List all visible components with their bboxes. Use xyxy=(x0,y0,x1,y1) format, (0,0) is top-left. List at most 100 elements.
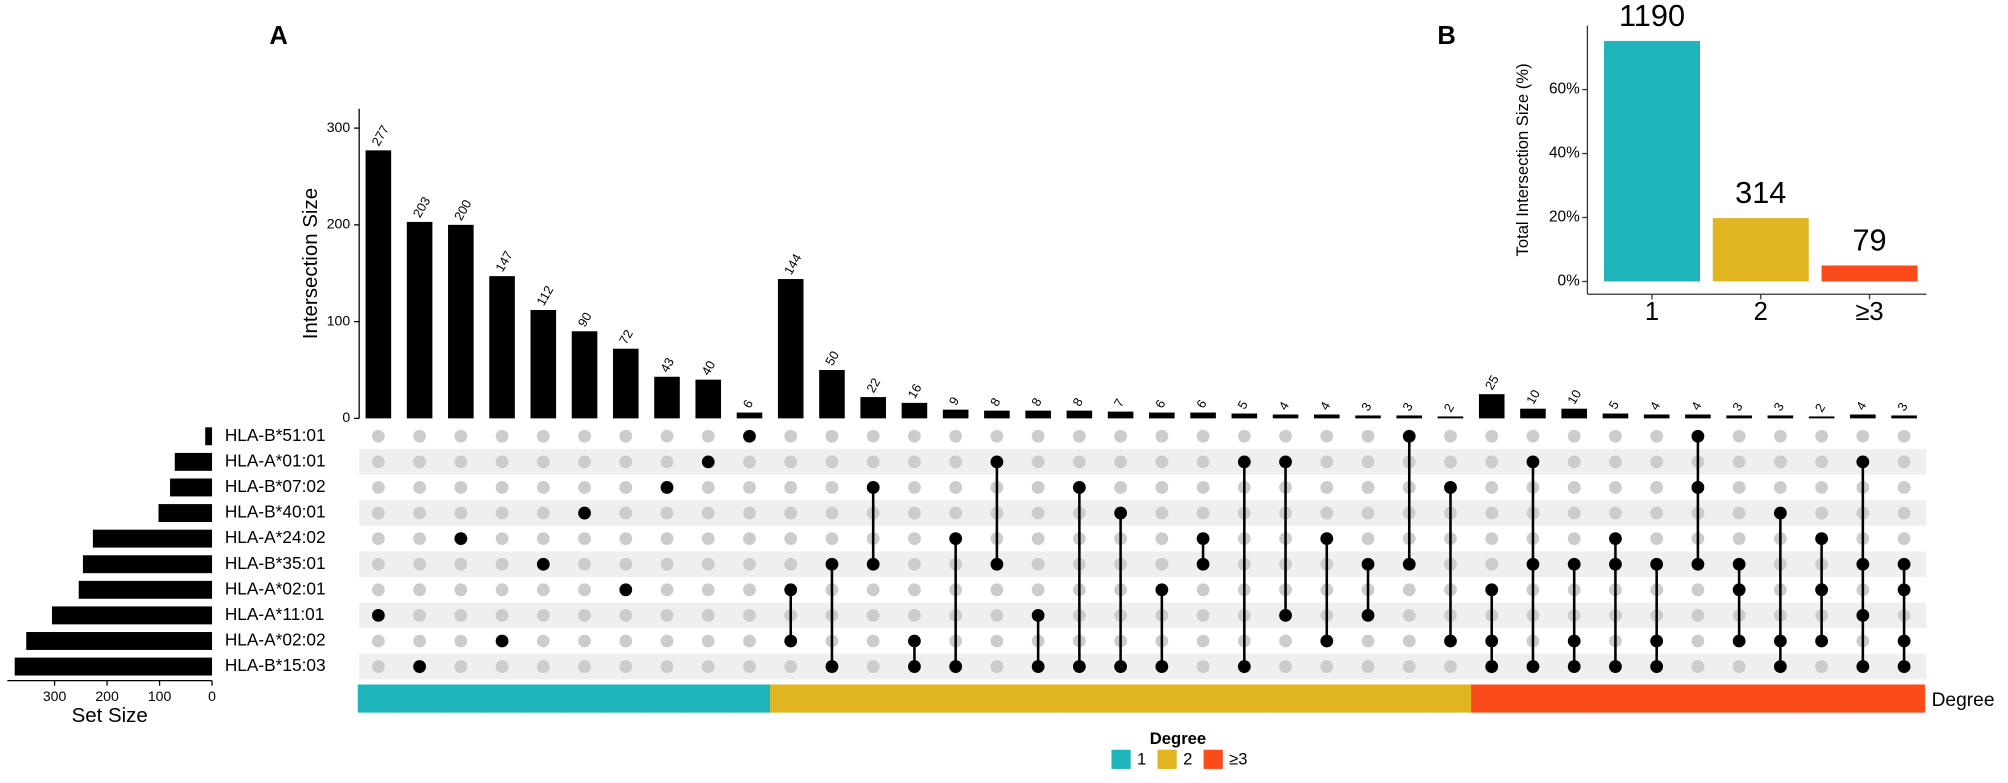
empty-dot xyxy=(413,429,427,443)
set-label: HLA-A*02:02 xyxy=(225,630,326,650)
member-dot xyxy=(1691,429,1705,443)
y-tick-label: 60% xyxy=(1549,81,1580,98)
empty-dot xyxy=(1567,455,1581,469)
member-dot xyxy=(1856,455,1870,469)
value-label: 90 xyxy=(575,310,595,330)
legend-swatch xyxy=(1157,749,1177,769)
degree-cell xyxy=(1017,684,1060,713)
empty-dot xyxy=(784,557,798,571)
empty-dot xyxy=(701,481,715,494)
set-size-bar xyxy=(205,427,213,446)
member-dot xyxy=(1155,583,1169,597)
empty-dot xyxy=(701,660,715,673)
x-tick-label: 0 xyxy=(208,688,216,704)
set-label: HLA-B*15:03 xyxy=(225,655,326,675)
degree-cell xyxy=(976,684,1018,713)
degree-cell xyxy=(1058,684,1101,713)
degree-cell xyxy=(605,684,647,713)
member-dot xyxy=(1114,660,1128,673)
empty-dot xyxy=(990,609,1004,622)
empty-dot xyxy=(454,660,468,673)
bar xyxy=(1107,411,1134,419)
empty-dot xyxy=(701,583,715,597)
value-label: 72 xyxy=(616,327,636,347)
empty-dot xyxy=(660,429,674,443)
empty-dot xyxy=(371,455,385,469)
empty-dot xyxy=(413,506,427,520)
empty-dot xyxy=(1031,429,1045,443)
bar xyxy=(406,221,433,419)
empty-dot xyxy=(949,481,963,494)
empty-dot xyxy=(1691,583,1705,597)
degree-cell xyxy=(1553,684,1596,713)
degree-cell xyxy=(1182,684,1225,713)
member-dot xyxy=(1526,557,1540,571)
bar xyxy=(365,150,392,419)
empty-dot xyxy=(371,583,385,597)
empty-dot xyxy=(1485,455,1499,469)
member-dot xyxy=(1897,583,1911,597)
set-label: HLA-B*40:01 xyxy=(225,502,326,522)
empty-dot xyxy=(1196,481,1210,494)
empty-dot xyxy=(784,506,798,520)
empty-dot xyxy=(413,532,427,546)
bar xyxy=(1604,40,1700,282)
empty-dot xyxy=(1815,429,1829,443)
degree-cell xyxy=(1512,684,1554,713)
empty-dot xyxy=(578,429,591,443)
value-label: 3 xyxy=(1399,400,1416,414)
empty-dot xyxy=(660,455,674,469)
legend-swatch xyxy=(1203,749,1223,769)
value-label: 8 xyxy=(987,395,1004,409)
bar xyxy=(736,412,763,419)
empty-dot xyxy=(1609,481,1622,494)
member-dot xyxy=(949,532,963,546)
empty-dot xyxy=(371,557,385,571)
empty-dot xyxy=(1114,455,1128,469)
empty-dot xyxy=(619,660,633,673)
member-dot xyxy=(536,557,550,571)
value-label: 3 xyxy=(1358,400,1375,414)
empty-dot xyxy=(908,583,921,597)
degree-cell xyxy=(481,684,524,713)
empty-dot xyxy=(784,455,798,469)
empty-dot xyxy=(371,481,385,494)
empty-dot xyxy=(1650,506,1664,520)
bar xyxy=(1355,415,1381,419)
bar xyxy=(1685,414,1711,419)
empty-dot xyxy=(701,609,715,622)
empty-dot xyxy=(1856,429,1870,443)
value-label: 200 xyxy=(451,197,475,223)
degree-cell xyxy=(440,684,482,713)
empty-dot xyxy=(495,609,509,622)
member-dot xyxy=(1114,506,1128,520)
empty-dot xyxy=(1815,481,1829,494)
member-dot xyxy=(990,455,1004,469)
bar xyxy=(448,224,474,419)
empty-dot xyxy=(1650,429,1664,443)
empty-dot xyxy=(1650,455,1664,469)
empty-dot xyxy=(660,532,674,546)
x-axis-title: Set Size xyxy=(72,704,148,727)
member-dot xyxy=(866,481,880,494)
empty-dot xyxy=(1485,429,1499,443)
member-dot xyxy=(1279,609,1292,622)
bar xyxy=(612,348,639,419)
empty-dot xyxy=(413,481,427,494)
set-label: HLA-B*35:01 xyxy=(225,553,326,573)
empty-dot xyxy=(454,634,468,648)
empty-dot xyxy=(1361,532,1375,546)
degree-cell xyxy=(522,684,565,713)
value-label: 79 xyxy=(1852,223,1886,258)
empty-dot xyxy=(619,429,633,443)
empty-dot xyxy=(949,429,963,443)
empty-dot xyxy=(660,609,674,622)
member-dot xyxy=(371,609,385,622)
bar xyxy=(1891,415,1917,419)
empty-dot xyxy=(371,660,385,673)
empty-dot xyxy=(1031,481,1045,494)
empty-dot xyxy=(1402,634,1416,648)
set-size-bar xyxy=(92,529,213,548)
value-label: 3 xyxy=(1894,400,1911,414)
member-dot xyxy=(1485,583,1499,597)
